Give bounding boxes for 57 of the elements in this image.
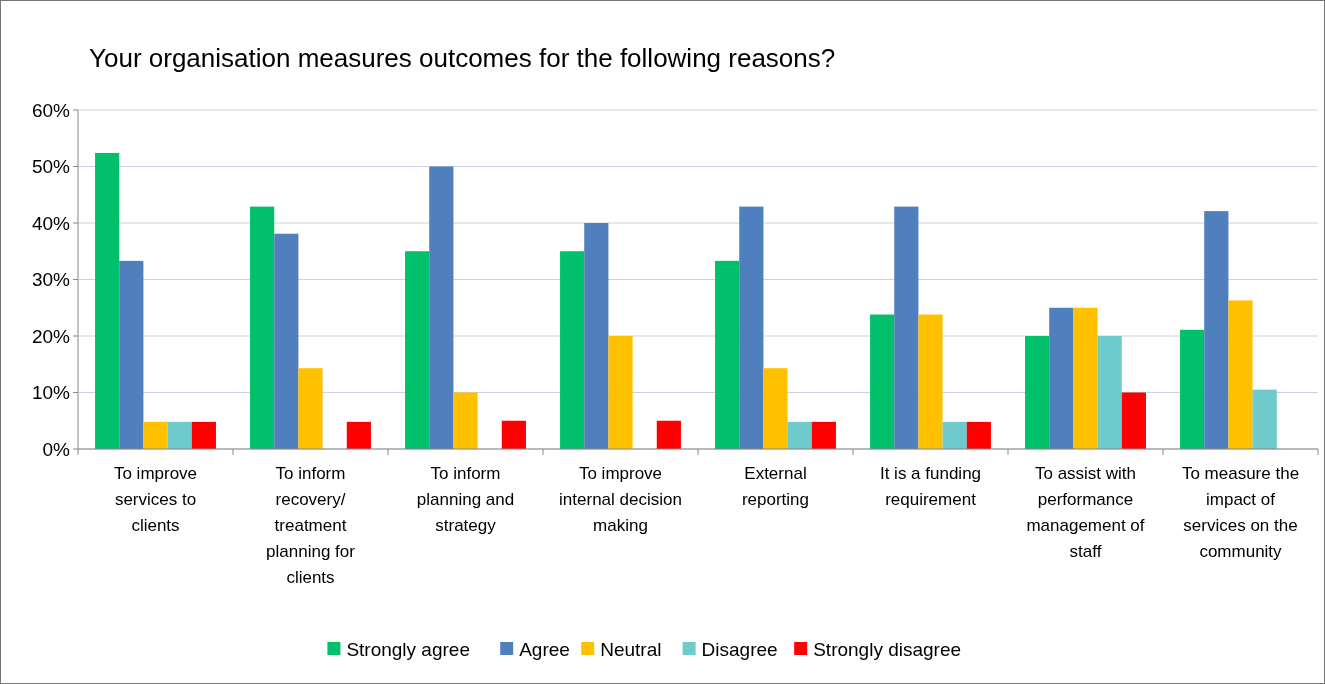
bar — [1204, 211, 1229, 449]
legend-label: Agree — [519, 638, 570, 660]
bar — [942, 421, 967, 449]
bar — [453, 392, 478, 449]
x-tick-label: To measure the impact of services on the community — [1181, 464, 1300, 561]
bar — [584, 223, 609, 449]
x-tick-label: It is a funding requirement — [879, 464, 982, 509]
bar — [894, 206, 919, 449]
bar — [739, 206, 764, 449]
bar — [787, 421, 812, 449]
bar — [1025, 336, 1050, 449]
y-tick-label: 60% — [31, 99, 71, 121]
chart-title: Your organisation measures outcomes for the following reasons? — [89, 43, 836, 73]
bar — [167, 421, 192, 449]
legend-label: Neutral — [600, 638, 662, 660]
bar — [918, 314, 943, 449]
bar — [501, 420, 526, 449]
bar — [870, 314, 895, 449]
x-tick-label: To inform planning and strategy — [416, 464, 515, 535]
bar — [95, 152, 120, 449]
bar — [1228, 300, 1253, 449]
bar — [608, 336, 633, 449]
bar — [1097, 336, 1122, 449]
x-tick-label: To inform recovery/ treatment planning for clients — [266, 464, 356, 587]
bar — [763, 368, 788, 449]
bar — [429, 166, 454, 449]
bar — [143, 421, 168, 449]
x-tick-label: To assist with performance management of staff — [1026, 464, 1145, 561]
y-tick-label: 10% — [31, 382, 71, 404]
bar — [656, 420, 681, 449]
bar — [405, 251, 430, 449]
bar — [1252, 389, 1277, 449]
bar — [346, 421, 371, 449]
y-tick-label: 40% — [31, 212, 71, 234]
bar — [966, 421, 991, 449]
y-tick-label: 50% — [31, 156, 71, 178]
bar — [715, 260, 740, 449]
bar — [811, 421, 836, 449]
bar — [1049, 307, 1074, 449]
y-tick-label: 30% — [31, 269, 71, 291]
legend-label: Strongly disagree — [813, 638, 962, 660]
bar — [1121, 392, 1146, 449]
y-tick-label: 20% — [31, 325, 71, 347]
y-tick-label: 0% — [42, 438, 71, 460]
bar — [274, 233, 299, 449]
legend-label: Strongly agree — [346, 638, 470, 660]
bar — [1073, 307, 1098, 449]
bar — [250, 206, 275, 449]
legend-label: Disagree — [701, 638, 778, 660]
x-tick-label: To improve internal decision making — [559, 464, 682, 535]
bar — [298, 368, 323, 449]
bar — [119, 260, 144, 449]
bar — [191, 421, 216, 449]
x-tick-label: External reporting — [741, 464, 810, 509]
bar — [560, 251, 585, 449]
bar — [1180, 329, 1205, 449]
x-tick-label: To improve services to clients — [113, 464, 198, 535]
